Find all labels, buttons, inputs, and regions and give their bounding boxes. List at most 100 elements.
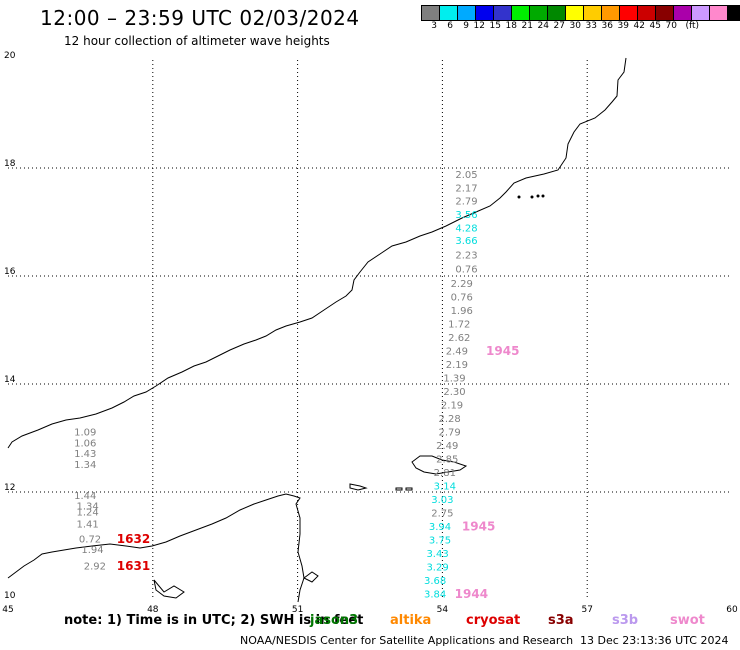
wave-height-value: 1.44: [74, 491, 96, 502]
wave-height-value: 2.28: [439, 414, 461, 425]
wave-height-value: 3.43: [426, 549, 448, 560]
wave-height-value: 2.92: [84, 562, 106, 573]
satellite-name: s3b: [612, 613, 639, 628]
pass-time-label: 1945: [486, 344, 519, 358]
lat-tick-label: 12: [4, 483, 15, 493]
axis-tick-labels: 45 48 51 54 57 60 20 18 16 14 12 10: [2, 51, 738, 615]
wave-height-value: 2.49: [436, 441, 458, 452]
wave-height-value: 0.72: [79, 535, 101, 546]
legend-label: 3: [431, 21, 437, 31]
arabian-coastline: [7, 57, 627, 449]
legend-label: 18: [505, 21, 517, 31]
wave-height-value: 2.19: [446, 360, 468, 371]
legend-label: 45: [649, 21, 661, 31]
pass-time-label: 1945: [462, 520, 495, 534]
wave-height-value: 2.49: [446, 347, 468, 358]
satellite-name: s3a: [548, 613, 574, 628]
wave-height-value: 1.09: [74, 428, 96, 439]
legend-label: 36: [601, 21, 613, 31]
color-legend-labels: 3 6 9 12 15 18 21 24 27 30 33 36 39 42 45 70 (ft): [421, 21, 699, 31]
wave-height-value: 3.84: [424, 590, 446, 601]
wave-height-value: 2.79: [455, 196, 477, 207]
legend-label: 39: [617, 21, 629, 31]
satellite-name: altika: [390, 613, 432, 628]
lon-tick-label: 60: [726, 605, 738, 615]
lon-tick-label: 48: [147, 605, 159, 615]
map-subtitle: 12 hour collection of altimeter wave hei…: [64, 34, 330, 48]
wave-height-value: 2.19: [441, 401, 463, 412]
wave-height-value: 3.68: [424, 576, 446, 587]
lat-tick-label: 20: [4, 51, 16, 61]
wave-height-value: 3.94: [429, 522, 451, 533]
abd-al-kuri-island: [349, 483, 368, 491]
wave-height-value: 1.34: [77, 502, 99, 513]
wave-height-value: 1.41: [77, 519, 99, 530]
wave-height-value: 2.17: [455, 184, 477, 195]
wave-height-value: 1.96: [451, 306, 473, 317]
legend-label: 70: [665, 21, 677, 31]
wave-height-value: 2.85: [436, 455, 458, 466]
wave-height-value: 1.72: [448, 320, 470, 331]
wave-height-value: 2.23: [455, 250, 477, 261]
wave-height-value: 1.06: [74, 438, 96, 449]
wave-height-value: 2.75: [431, 509, 453, 520]
island-dot: [536, 194, 540, 198]
graticule: [8, 60, 732, 600]
wave-height-value: 1.24: [77, 508, 99, 519]
wave-height-value: 3.75: [429, 536, 451, 547]
legend-label: 30: [569, 21, 581, 31]
pass-time-label: 1631: [117, 559, 150, 573]
agency-credit: NOAA/NESDIS Center for Satellite Applica…: [240, 634, 574, 647]
wave-height-value: 2.79: [439, 428, 461, 439]
wave-height-value: 1.39: [443, 374, 465, 385]
wave-height-value: 3.29: [426, 563, 448, 574]
wave-height-value: 3.66: [455, 236, 477, 247]
island-dot: [541, 194, 545, 198]
wave-height-value: 3.14: [434, 482, 456, 493]
legend-swatch: [727, 5, 740, 21]
color-legend: [421, 5, 740, 21]
small-island-1: [395, 487, 403, 491]
satellite-name: cryosat: [466, 613, 521, 628]
satellite-name: jason3: [310, 613, 359, 628]
wave-height-value: 1.43: [74, 449, 96, 460]
socotra-island: [411, 455, 468, 475]
legend-label: 12: [473, 21, 485, 31]
satellite-name: swot: [670, 613, 705, 628]
wave-height-observations: 2.052.172.793.564.283.662.230.762.290.76…: [74, 170, 478, 601]
map-title: 12:00 – 23:59 UTC 02/03/2024: [40, 6, 360, 30]
lat-tick-label: 14: [4, 375, 16, 385]
generation-timestamp: 13 Dec 23:13:36 UTC 2024: [580, 634, 729, 647]
wave-height-value: 2.62: [448, 333, 470, 344]
hafun-area: [153, 579, 185, 599]
lat-tick-label: 16: [4, 267, 16, 277]
legend-label: (ft): [685, 21, 699, 31]
somali-coastline: [7, 493, 305, 603]
island-dot: [530, 195, 534, 199]
legend-label: 15: [489, 21, 501, 31]
legend-label: 21: [521, 21, 533, 31]
wave-height-value: 3.56: [455, 210, 477, 221]
lon-tick-label: 54: [437, 605, 449, 615]
wave-height-value: 1.94: [81, 545, 103, 556]
wave-height-value: 4.28: [455, 223, 477, 234]
kuria-muria-islands: [517, 194, 545, 199]
lat-tick-label: 18: [4, 159, 16, 169]
lon-tick-label: 51: [292, 605, 303, 615]
legend-label: 9: [463, 21, 469, 31]
pass-time-labels: 1945 1945 1944 1632 1631: [117, 344, 520, 601]
legend-label: 33: [585, 21, 597, 31]
wave-height-value: 2.29: [451, 279, 473, 290]
legend-label: 24: [537, 21, 549, 31]
pass-time-label: 1944: [455, 587, 488, 601]
shoal-feature: [303, 571, 319, 583]
small-island-2: [405, 487, 413, 491]
lon-tick-label: 45: [2, 605, 13, 615]
coastline: [7, 57, 627, 603]
wave-height-value: 2.05: [455, 170, 477, 181]
wave-height-value: 2.81: [434, 468, 456, 479]
lat-tick-label: 10: [4, 591, 16, 601]
wave-height-value: 2.30: [443, 387, 465, 398]
legend-label: 27: [553, 21, 565, 31]
